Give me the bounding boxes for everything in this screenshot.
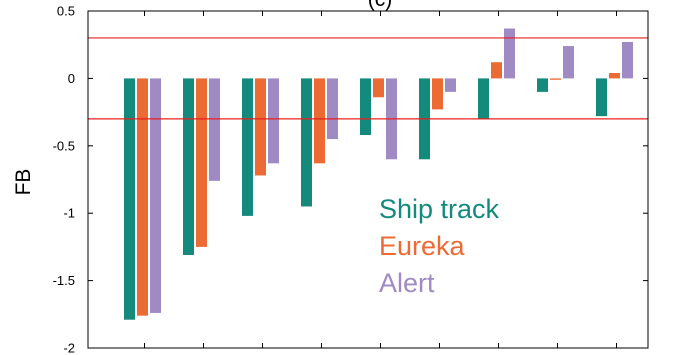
bar-alert-3	[268, 78, 279, 164]
y-tick-label: -0.5	[53, 138, 75, 153]
bar-ship-track-2	[183, 78, 194, 255]
bars-layer	[124, 28, 633, 320]
bar-eureka-1	[137, 78, 148, 316]
threshold-lines	[88, 37, 648, 120]
plot-frame	[87, 10, 649, 349]
bar-ship-track-1	[124, 78, 135, 320]
bar-alert-9	[622, 42, 633, 79]
y-tick-label: -1.5	[53, 273, 75, 288]
bar-eureka-4	[314, 78, 325, 164]
y-tick-label: 0.5	[57, 4, 75, 19]
legend-entry-ship-track: Ship track	[379, 194, 500, 224]
bar-eureka-7	[491, 62, 502, 79]
bar-alert-8	[563, 46, 574, 79]
bar-eureka-8	[550, 78, 561, 80]
bar-alert-2	[209, 78, 220, 181]
legend: Ship track Eureka Alert	[379, 194, 500, 298]
bar-eureka-2	[196, 78, 207, 247]
bar-eureka-9	[609, 73, 620, 79]
bar-ship-track-4	[301, 78, 312, 207]
bar-alert-6	[445, 78, 456, 92]
bar-alert-4	[327, 78, 338, 140]
legend-entry-alert: Alert	[379, 268, 435, 298]
y-axis-label: FB	[12, 169, 35, 196]
bar-ship-track-7	[478, 78, 489, 119]
y-tick-label: -1	[63, 206, 75, 221]
bar-ship-track-9	[596, 78, 607, 117]
bar-eureka-3	[255, 78, 266, 176]
legend-entry-eureka: Eureka	[379, 231, 466, 261]
bar-alert-7	[504, 28, 515, 79]
bar-ship-track-8	[537, 78, 548, 92]
chart-title: (c)	[368, 0, 393, 11]
bar-eureka-6	[432, 78, 443, 110]
axes-layer: 0.5 0 -0.5 -1 -1.5 -2	[53, 4, 649, 355]
bar-ship-track-3	[242, 78, 253, 216]
bar-ship-track-5	[360, 78, 371, 136]
y-tick-label: -2	[63, 341, 75, 355]
bar-eureka-5	[373, 78, 384, 98]
bar-alert-1	[150, 78, 161, 313]
y-tick-label: 0	[68, 71, 75, 86]
